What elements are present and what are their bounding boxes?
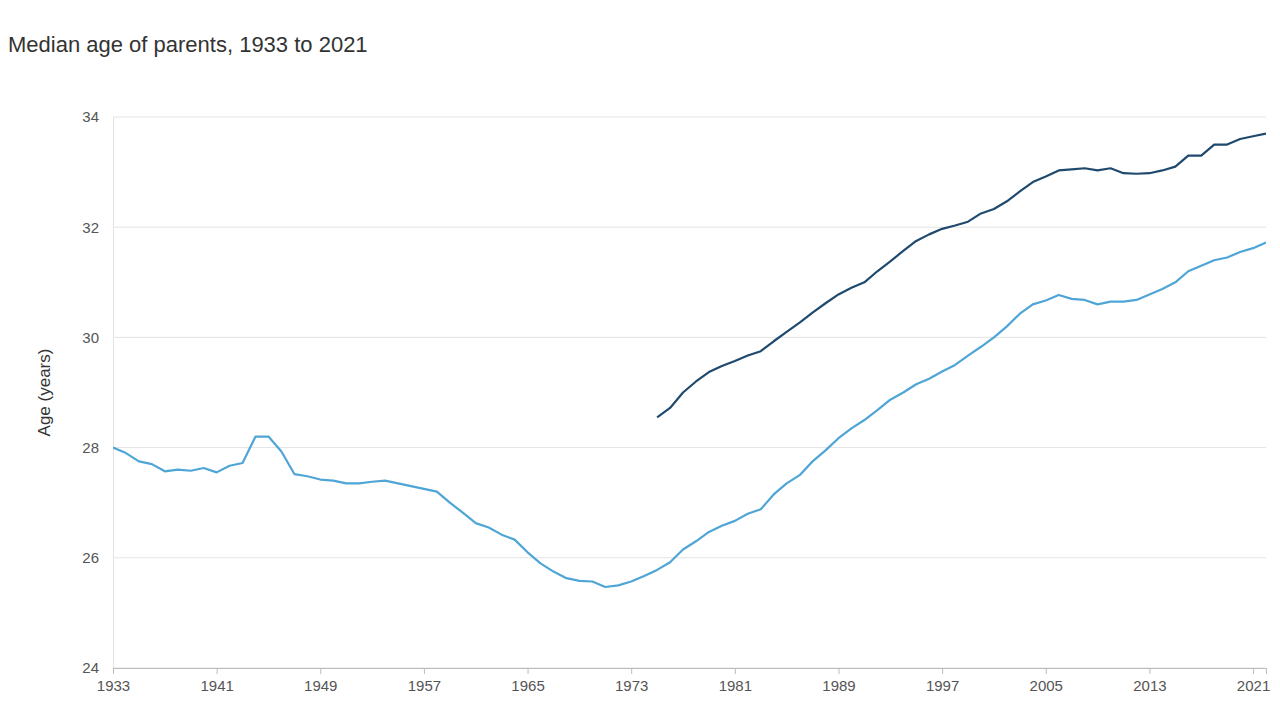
x-tick: 1957 xyxy=(408,668,441,694)
y-axis-title: Age (years) xyxy=(35,349,54,437)
x-tick: 1949 xyxy=(304,668,337,694)
y-tick: 24 xyxy=(82,659,113,676)
x-axis-line xyxy=(114,669,1267,675)
y-tick: 34 xyxy=(82,108,113,125)
x-tick-label: 1997 xyxy=(926,677,959,694)
x-tick-mark xyxy=(631,668,632,674)
x-axis: 1933 1941 1949 1957 1965 1973 1981 1989 1997 2005… xyxy=(97,668,1270,694)
y-tick-label: 24 xyxy=(82,659,99,676)
y-axis: 24 26 28 30 32 34 xyxy=(82,108,113,676)
x-tick: 1933 xyxy=(97,668,130,694)
x-tick-mark xyxy=(113,668,114,674)
x-tick: 1997 xyxy=(926,668,959,694)
y-tick-label: 32 xyxy=(82,219,99,236)
x-tick-mark xyxy=(217,668,218,674)
y-tick: 30 xyxy=(82,329,113,346)
series-line xyxy=(657,134,1266,418)
y-tick-label: 34 xyxy=(82,108,99,125)
x-tick-label: 1933 xyxy=(97,677,130,694)
x-tick-label: 2005 xyxy=(1030,677,1063,694)
x-tick-label: 1957 xyxy=(408,677,441,694)
x-tick-label: 1941 xyxy=(200,677,233,694)
y-tick: 32 xyxy=(82,219,113,236)
x-tick-mark xyxy=(942,668,943,674)
title: Median age of parents, 1933 to 2021 xyxy=(8,32,368,57)
grid xyxy=(113,117,1266,668)
y-axis-line xyxy=(113,118,114,669)
x-tick-mark xyxy=(320,668,321,674)
series-lines xyxy=(113,134,1266,587)
x-tick-label: 2013 xyxy=(1133,677,1166,694)
x-tick-label: 1981 xyxy=(719,677,752,694)
x-tick: 2005 xyxy=(1030,668,1063,694)
grid-line xyxy=(113,557,1266,558)
y-tick-label: 28 xyxy=(82,439,99,456)
x-tick: 1981 xyxy=(719,668,752,694)
x-tick-label: 1965 xyxy=(511,677,544,694)
x-tick-label: 1949 xyxy=(304,677,337,694)
x-tick-mark xyxy=(1149,668,1150,674)
plot: 24 26 28 30 32 34 1933 1941 1949 1957 1965 1973 1981… xyxy=(82,108,1270,693)
y-tick-label: 30 xyxy=(82,329,99,346)
chart: Median age of parents, 1933 to 202124262… xyxy=(0,0,1280,720)
x-tick-label: 1989 xyxy=(822,677,855,694)
grid-line xyxy=(113,447,1266,448)
series-line xyxy=(113,243,1266,587)
grid-line xyxy=(113,227,1266,228)
x-tick-mark xyxy=(1046,668,1047,674)
x-tick: 1973 xyxy=(615,668,648,694)
x-tick: 1965 xyxy=(511,668,544,694)
x-tick: 2013 xyxy=(1133,668,1166,694)
x-tick-mark xyxy=(1253,668,1254,674)
x-tick-mark xyxy=(424,668,425,674)
y-tick: 26 xyxy=(82,549,113,566)
y-tick: 28 xyxy=(82,439,113,456)
x-tick: 2021 xyxy=(1237,668,1270,694)
grid-line xyxy=(113,117,1266,118)
x-tick: 1989 xyxy=(822,668,855,694)
x-tick-mark xyxy=(528,668,529,674)
x-tick-mark xyxy=(838,668,839,674)
x-tick-label: 2021 xyxy=(1237,677,1270,694)
y-tick-label: 26 xyxy=(82,549,99,566)
grid-line xyxy=(113,337,1266,338)
x-tick-label: 1973 xyxy=(615,677,648,694)
x-tick-mark xyxy=(735,668,736,674)
x-tick: 1941 xyxy=(200,668,233,694)
